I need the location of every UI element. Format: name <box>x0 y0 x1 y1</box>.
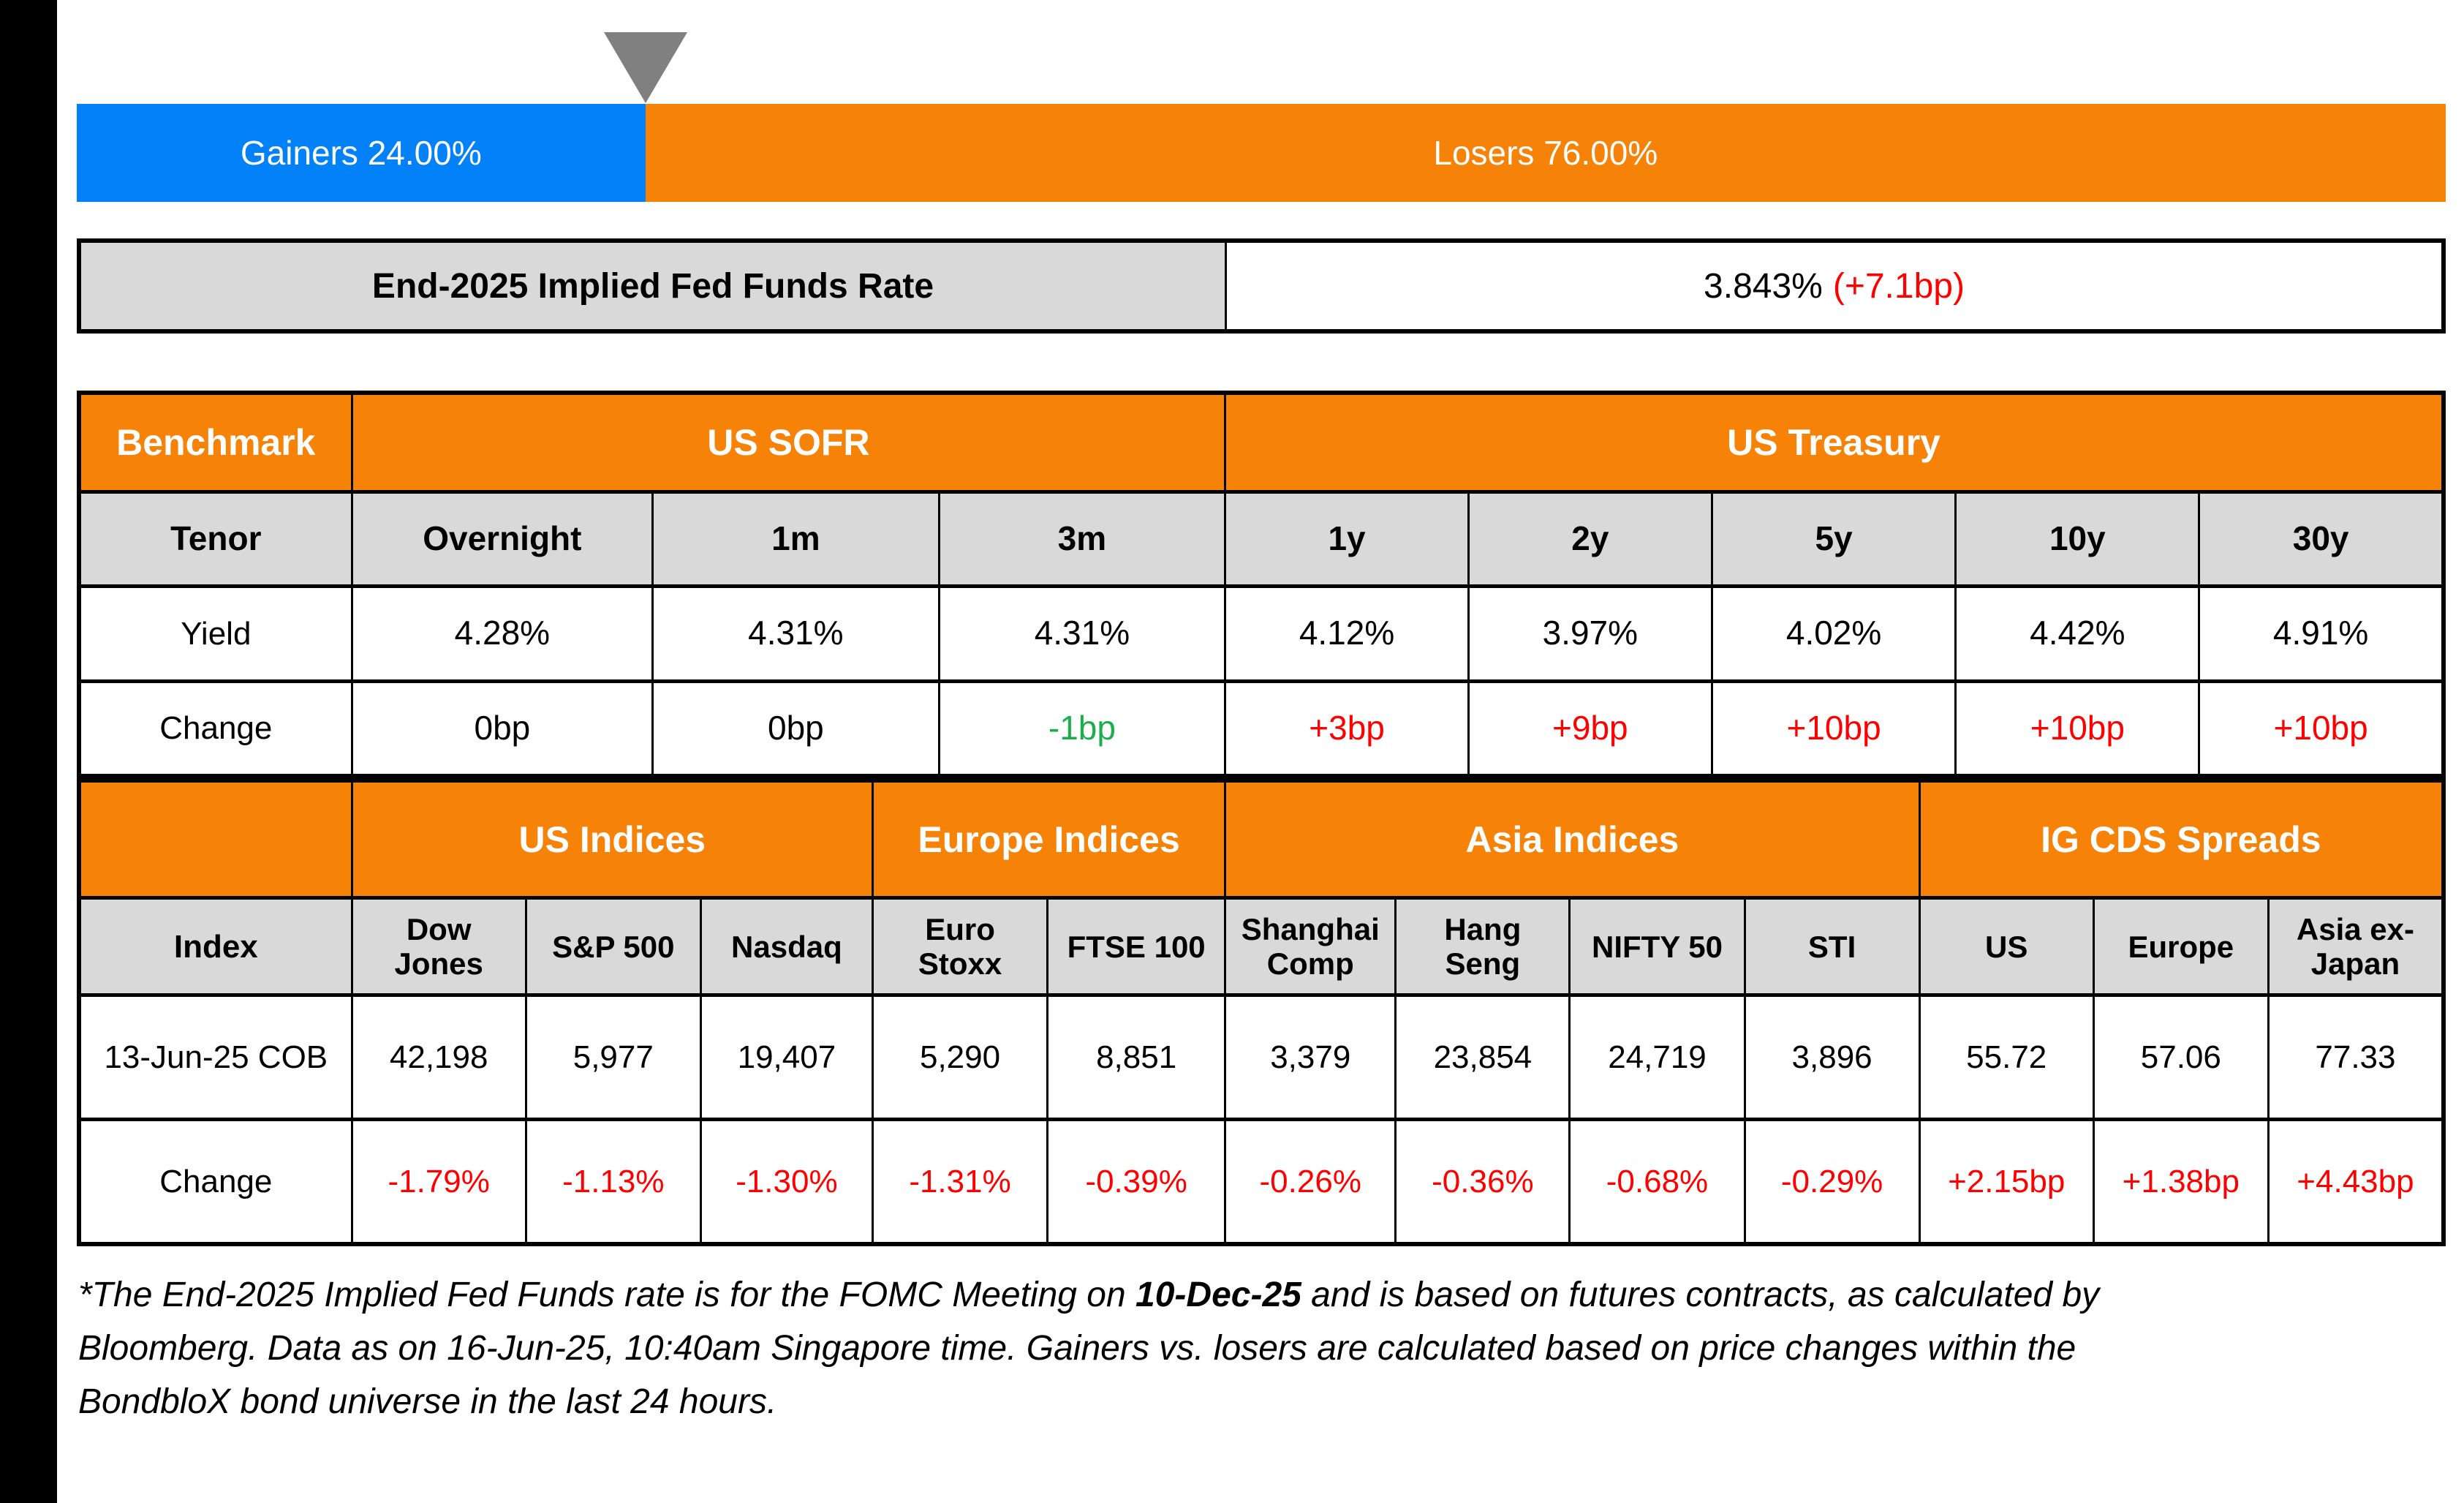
index-value-cell: 3,379 <box>1224 993 1395 1118</box>
group-header-us-sofr: US SOFR <box>350 395 1225 490</box>
gauge-marker-triangle-icon <box>603 32 687 103</box>
index-value-cell: 3,896 <box>1743 993 1919 1118</box>
index-header: S&P 500 <box>524 896 700 994</box>
gainers-bar: Gainers 24.00% <box>77 104 646 202</box>
group-header-us-indices: US Indices <box>350 783 872 897</box>
index-value-cell: 5,290 <box>871 993 1047 1118</box>
indices-table: US Indices Europe Indices Asia Indices I… <box>77 778 2446 1246</box>
tenor-header: 1y <box>1224 489 1467 584</box>
fed-funds-rate: 3.843% <box>1704 266 1823 306</box>
benchmark-table: Benchmark US SOFR US Treasury Tenor Over… <box>77 391 2446 778</box>
index-change-cell: -1.31% <box>871 1118 1047 1242</box>
group-header-asia-indices: Asia Indices <box>1224 783 1919 897</box>
index-change-cell: -0.68% <box>1568 1118 1744 1242</box>
gauge-bar: Gainers 24.00% Losers 76.00% <box>77 104 2446 202</box>
footnote-line-2: Bloomberg. Data as on 16-Jun-25, 10:40am… <box>78 1329 2076 1368</box>
row-label-tenor: Tenor <box>81 489 351 584</box>
index-header: STI <box>1743 896 1919 994</box>
index-header: Nasdaq <box>699 896 872 994</box>
yield-cell: 4.02% <box>1710 584 1955 679</box>
index-value-cell: 57.06 <box>2092 993 2267 1118</box>
change-cell: 0bp <box>350 679 652 774</box>
tenor-header: 5y <box>1710 489 1955 584</box>
row-label-indices-change: Change <box>81 1118 351 1242</box>
indices-corner-header <box>81 783 351 897</box>
index-change-cell: -1.79% <box>350 1118 525 1242</box>
index-header: FTSE 100 <box>1046 896 1225 994</box>
left-black-strip <box>0 0 57 1503</box>
yield-cell: 4.91% <box>2198 584 2441 679</box>
index-value-cell: 24,719 <box>1568 993 1744 1118</box>
yield-cell: 4.12% <box>1224 584 1467 679</box>
index-header: Asia ex-Japan <box>2267 896 2441 994</box>
row-label-yield: Yield <box>81 584 351 679</box>
tenor-header: 30y <box>2198 489 2441 584</box>
yield-cell: 4.31% <box>937 584 1225 679</box>
index-header: Hang Seng <box>1394 896 1569 994</box>
index-change-cell: -1.13% <box>524 1118 700 1242</box>
row-label-change: Change <box>81 679 351 774</box>
index-header: Europe <box>2092 896 2267 994</box>
index-value-cell: 77.33 <box>2267 993 2441 1118</box>
footnote-line-1: *The End-2025 Implied Fed Funds rate is … <box>78 1268 2440 1322</box>
losers-label: Losers 76.00% <box>1433 134 1658 172</box>
fed-funds-value-cell: 3.843% (+7.1bp) <box>1227 243 2441 329</box>
change-cell: 0bp <box>651 679 938 774</box>
index-value-cell: 23,854 <box>1394 993 1569 1118</box>
change-cell: +3bp <box>1224 679 1467 774</box>
index-change-cell: -0.26% <box>1224 1118 1395 1242</box>
index-change-cell: +4.43bp <box>2267 1118 2441 1242</box>
losers-bar: Losers 76.00% <box>645 104 2446 202</box>
footnote-line1-pre: *The End-2025 Implied Fed Funds rate is … <box>78 1276 1136 1314</box>
index-value-cell: 5,977 <box>524 993 700 1118</box>
index-change-cell: -0.29% <box>1743 1118 1919 1242</box>
change-cell: +10bp <box>2198 679 2441 774</box>
tenor-header: 3m <box>937 489 1225 584</box>
index-value-cell: 55.72 <box>1918 993 2093 1118</box>
tenor-header: 10y <box>1954 489 2199 584</box>
index-header: Shanghai Comp <box>1224 896 1395 994</box>
index-header: Euro Stoxx <box>871 896 1047 994</box>
index-change-cell: -0.39% <box>1046 1118 1225 1242</box>
group-header-europe-indices: Europe Indices <box>871 783 1225 897</box>
group-header-ig-cds-spreads: IG CDS Spreads <box>1918 783 2441 897</box>
yield-cell: 4.31% <box>651 584 938 679</box>
yield-cell: 4.42% <box>1954 584 2199 679</box>
index-value-cell: 8,851 <box>1046 993 1225 1118</box>
yield-cell: 3.97% <box>1467 584 1711 679</box>
index-value-cell: 42,198 <box>350 993 525 1118</box>
index-change-cell: -0.36% <box>1394 1118 1569 1242</box>
index-header: Dow Jones <box>350 896 525 994</box>
gainers-label: Gainers 24.00% <box>240 134 482 172</box>
row-label-cob-date: 13-Jun-25 COB <box>81 993 351 1118</box>
tenor-header: 1m <box>651 489 938 584</box>
index-change-cell: +1.38bp <box>2092 1118 2267 1242</box>
group-header-us-treasury: US Treasury <box>1224 395 2441 490</box>
index-change-cell: -1.30% <box>699 1118 872 1242</box>
footnote: *The End-2025 Implied Fed Funds rate is … <box>78 1268 2440 1428</box>
index-header: NIFTY 50 <box>1568 896 1744 994</box>
tenor-header: Overnight <box>350 489 652 584</box>
fed-funds-change: (+7.1bp) <box>1832 266 1965 306</box>
row-label-index: Index <box>81 896 351 994</box>
tenor-header: 2y <box>1467 489 1711 584</box>
yield-cell: 4.28% <box>350 584 652 679</box>
change-cell: +9bp <box>1467 679 1711 774</box>
fed-funds-label: End-2025 Implied Fed Funds Rate <box>81 243 1227 329</box>
page-content: Gainers 24.00% Losers 76.00% End-2025 Im… <box>77 0 2446 1503</box>
benchmark-corner-header: Benchmark <box>81 395 351 490</box>
footnote-line1-post: and is based on futures contracts, as ca… <box>1301 1276 2100 1314</box>
change-cell: +10bp <box>1954 679 2199 774</box>
change-cell: +10bp <box>1710 679 1955 774</box>
index-value-cell: 19,407 <box>699 993 872 1118</box>
index-header: US <box>1918 896 2093 994</box>
change-cell: -1bp <box>937 679 1225 774</box>
index-change-cell: +2.15bp <box>1918 1118 2093 1242</box>
footnote-fomc-date: 10-Dec-25 <box>1135 1276 1301 1314</box>
fed-funds-row: End-2025 Implied Fed Funds Rate 3.843% (… <box>77 238 2446 334</box>
footnote-line-3: BondbloX bond universe in the last 24 ho… <box>78 1382 777 1421</box>
gainers-losers-gauge: Gainers 24.00% Losers 76.00% <box>77 0 2446 202</box>
